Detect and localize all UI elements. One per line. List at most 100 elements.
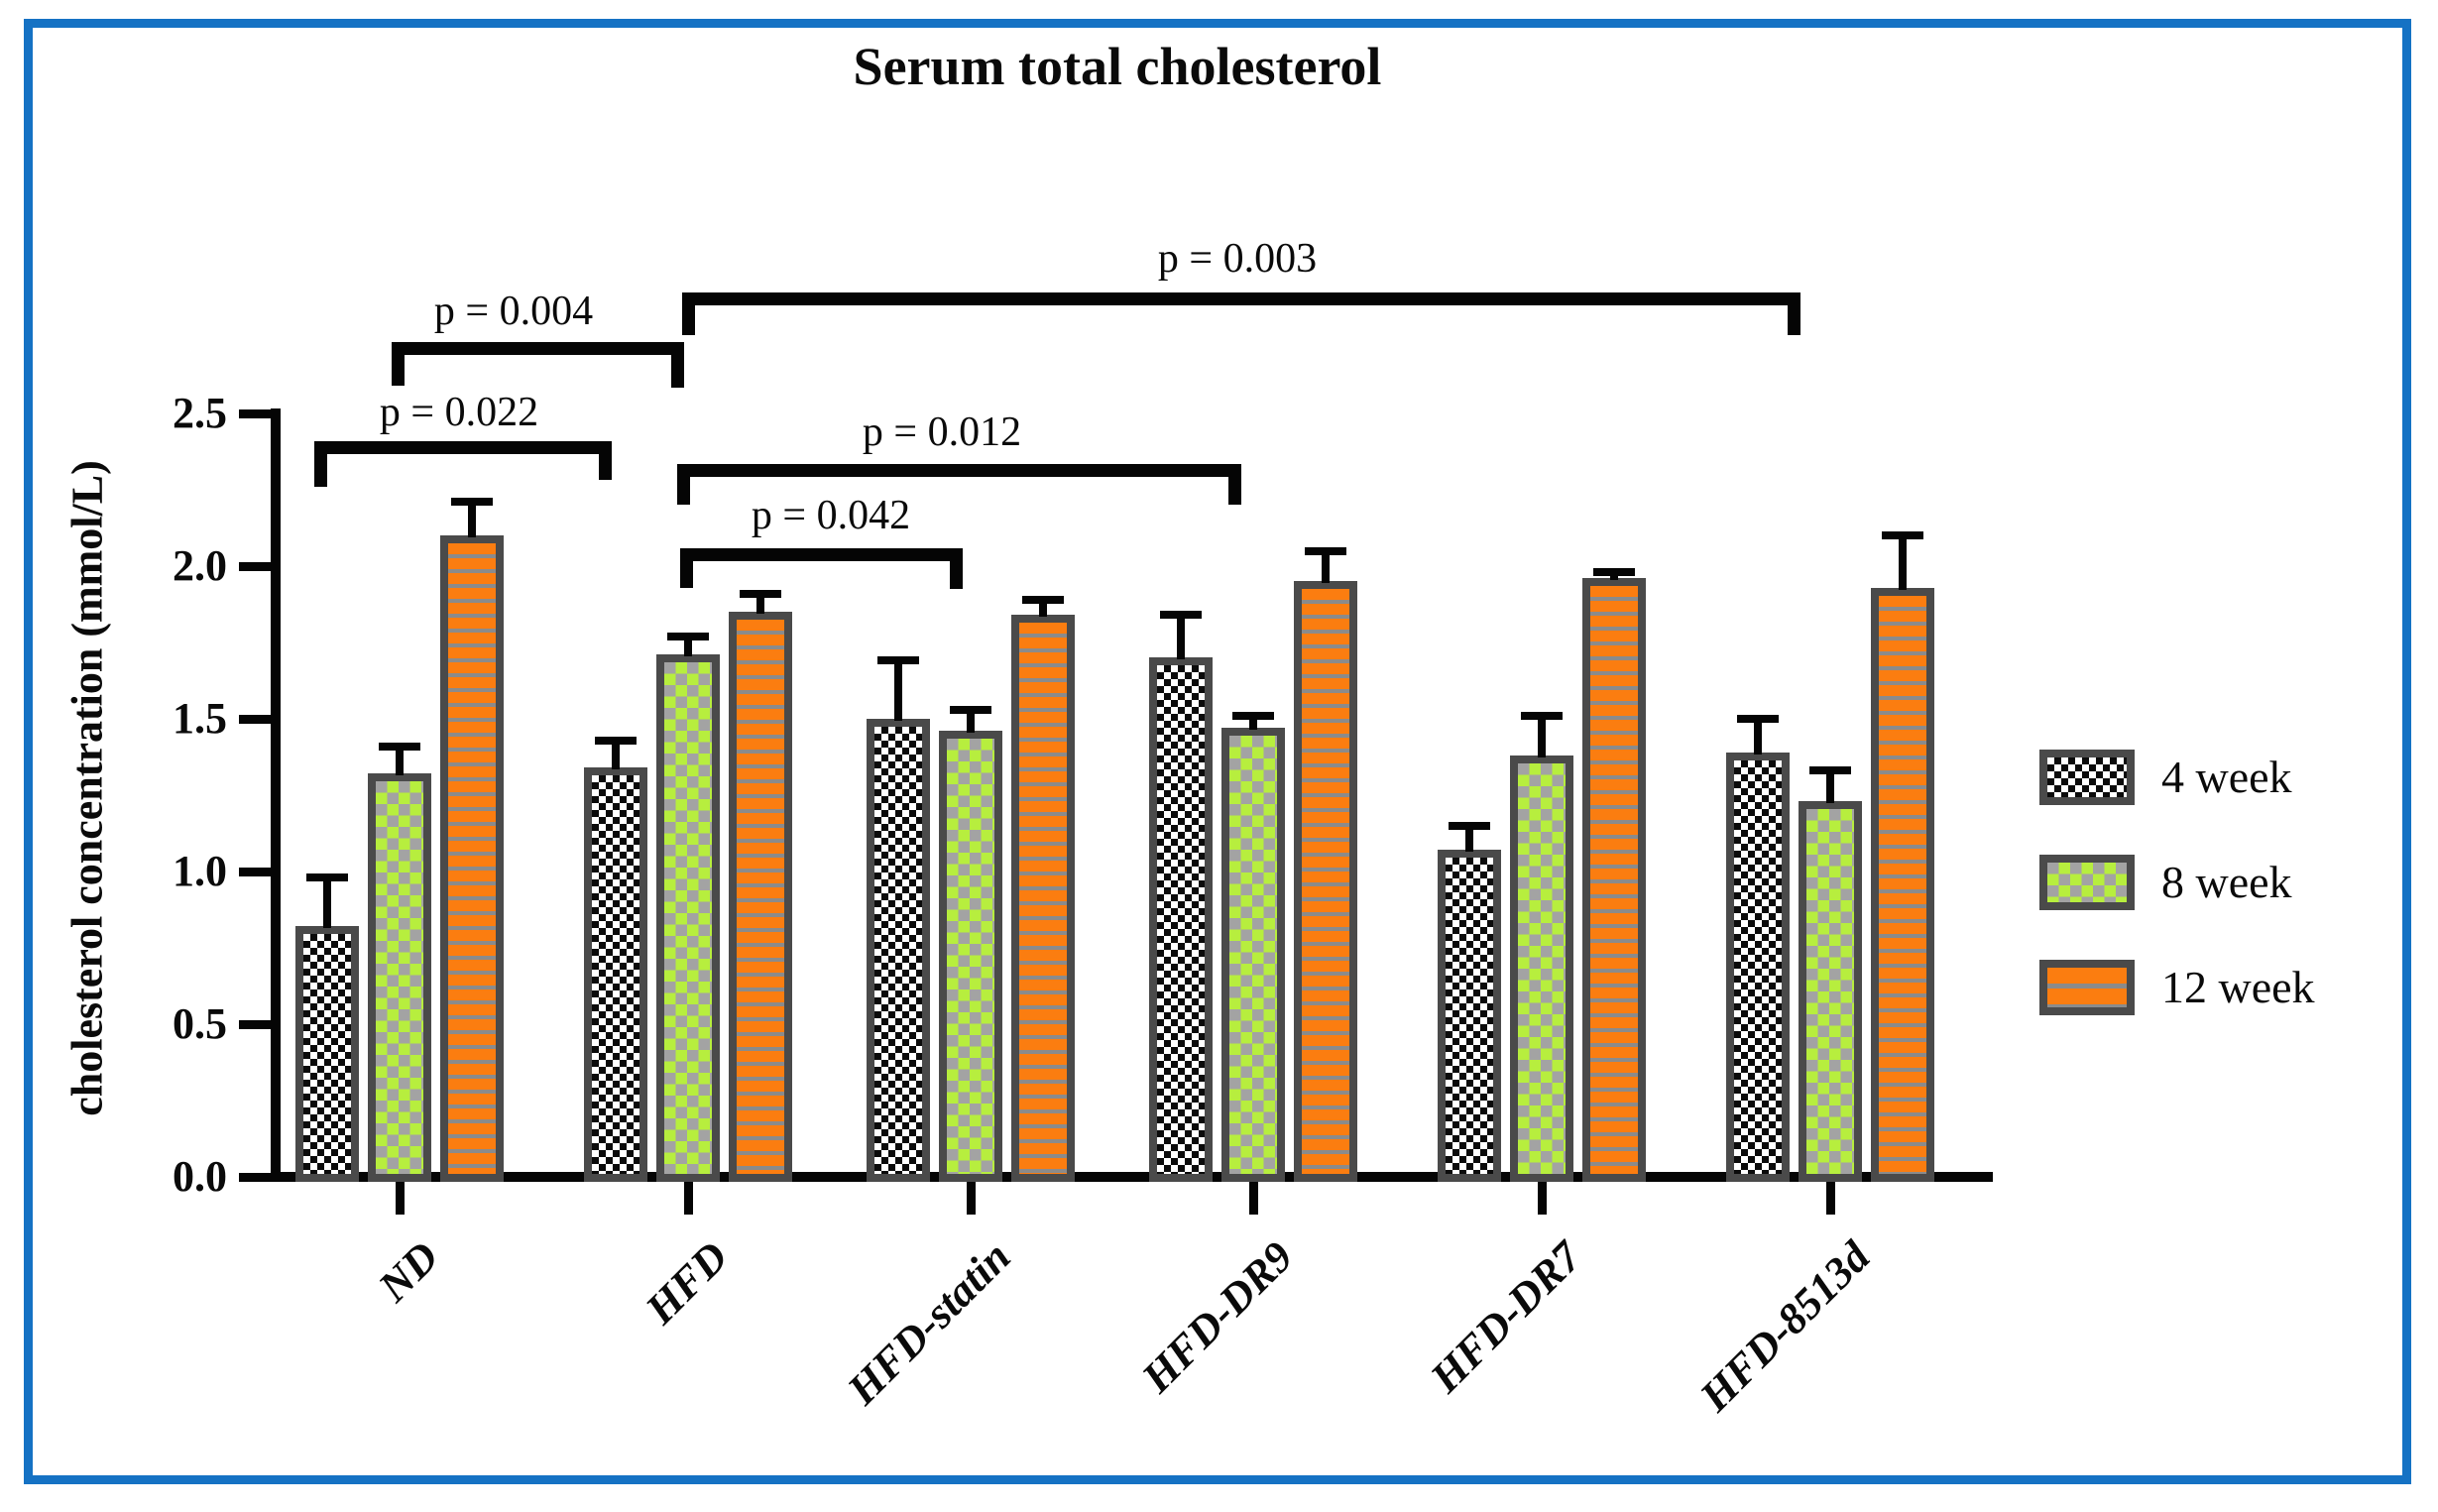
bar-4week-ND [295, 926, 359, 1182]
error-bar-cap [1593, 568, 1635, 577]
bar-12week-ND [440, 535, 504, 1182]
error-bar-line [894, 660, 902, 721]
error-bar-cap [1809, 766, 1851, 775]
significance-p-value: p = 0.004 [433, 289, 594, 334]
legend-label: 12 week [2161, 962, 2315, 1012]
y-tick-label: 2.5 [173, 389, 227, 437]
error-bar-cap [379, 742, 420, 751]
error-bar-line [1177, 615, 1185, 660]
error-bar-line [468, 502, 476, 538]
x-tick-mark [1248, 1182, 1258, 1215]
bar-12week-HFD [729, 612, 792, 1182]
bar-12week-HFD-DR7 [1582, 578, 1646, 1182]
error-bar-cap [451, 498, 493, 507]
y-tick-mark [239, 561, 271, 571]
y-tick-label: 0.5 [173, 999, 227, 1048]
x-tick-mark [395, 1182, 405, 1215]
legend-label: 8 week [2161, 857, 2292, 907]
significance-bracket-end-left [392, 342, 405, 386]
significance-p-value: p = 0.022 [379, 390, 539, 435]
legend-swatch-12week [2039, 960, 2135, 1015]
significance-p-value: p = 0.042 [751, 493, 911, 538]
error-bar-line [1249, 715, 1257, 731]
x-tick-mark [1537, 1182, 1547, 1215]
bar-4week-HFD-DR7 [1438, 850, 1501, 1182]
error-bar-cap [306, 873, 348, 882]
error-bar-cap [1882, 531, 1923, 540]
y-tick-label: 1.5 [173, 694, 227, 743]
error-bar-cap [595, 736, 637, 745]
error-bar-cap [667, 632, 709, 640]
error-bar-cap [1737, 715, 1779, 723]
legend-swatch-4week [2039, 750, 2135, 805]
bar-8week-HFD-DR9 [1221, 728, 1285, 1182]
y-tick-mark [239, 408, 271, 418]
figure-blue-frame [24, 19, 2411, 1484]
error-bar-line [1899, 535, 1907, 590]
bar-8week-HFD [656, 654, 720, 1182]
x-tick-mark [1825, 1182, 1835, 1215]
bar-4week-HFD [584, 767, 647, 1182]
bar-8week-HFD-statin [939, 731, 1002, 1182]
y-tick-label: 2.0 [173, 541, 227, 590]
x-axis-line [271, 1172, 1993, 1182]
bar-12week-HFD-statin [1011, 615, 1075, 1182]
y-tick-mark [239, 714, 271, 724]
significance-bracket-end-left [682, 292, 695, 335]
significance-bracket-end-right [1228, 464, 1241, 505]
error-bar-cap [1449, 821, 1490, 830]
error-bar-line [612, 740, 620, 770]
y-tick-label: 0.0 [173, 1152, 227, 1201]
error-bar-cap [1160, 611, 1202, 620]
significance-bracket-bar [680, 548, 963, 561]
significance-bracket-bar [677, 464, 1241, 477]
bar-8week-HFD-DR7 [1510, 755, 1573, 1182]
error-bar-line [1826, 770, 1834, 804]
significance-bracket-bar [392, 342, 684, 355]
significance-p-value: p = 0.003 [1157, 236, 1318, 282]
error-bar-line [323, 877, 331, 929]
error-bar-line [1465, 825, 1473, 853]
bar-12week-HFD-DR9 [1294, 581, 1357, 1182]
chart-title: Serum total cholesterol [853, 37, 1382, 96]
significance-bracket-end-left [677, 464, 690, 505]
y-tick-mark [239, 867, 271, 876]
y-axis-line [271, 408, 281, 1182]
error-bar-cap [1022, 595, 1064, 604]
significance-bracket-bar [682, 292, 1800, 305]
bar-4week-HFD-statin [867, 719, 930, 1182]
bar-4week-HFD-DR9 [1149, 657, 1213, 1182]
significance-bracket-end-left [314, 441, 327, 487]
significance-bracket-end-right [1788, 292, 1800, 335]
significance-bracket-end-right [950, 548, 963, 589]
error-bar-cap [1521, 711, 1563, 720]
significance-bracket-end-right [599, 441, 612, 480]
bar-4week-HFD-8513d [1726, 752, 1790, 1182]
error-bar-line [1754, 719, 1762, 755]
legend-swatch-8week [2039, 855, 2135, 910]
error-bar-line [1322, 550, 1330, 584]
x-tick-mark [683, 1182, 693, 1215]
error-bar-line [684, 636, 692, 657]
error-bar-cap [740, 589, 781, 598]
error-bar-cap [1305, 546, 1346, 555]
bar-12week-HFD-8513d [1871, 587, 1934, 1182]
error-bar-line [967, 709, 975, 734]
error-bar-cap [950, 705, 991, 714]
error-bar-cap [1232, 711, 1274, 720]
error-bar-line [396, 746, 404, 776]
x-tick-mark [966, 1182, 976, 1215]
error-bar-line [1610, 572, 1618, 581]
legend-label: 4 week [2161, 752, 2292, 802]
significance-bracket-end-left [680, 548, 693, 588]
y-axis-title: cholesterol concentration (mmol/L) [62, 460, 112, 1116]
y-tick-mark [239, 1019, 271, 1029]
significance-bracket-end-right [671, 342, 684, 388]
significance-bracket-bar [314, 441, 612, 454]
y-tick-label: 1.0 [173, 847, 227, 895]
y-tick-mark [239, 1172, 271, 1182]
error-bar-line [756, 593, 764, 615]
bar-8week-HFD-8513d [1799, 801, 1862, 1182]
error-bar-line [1039, 599, 1047, 618]
